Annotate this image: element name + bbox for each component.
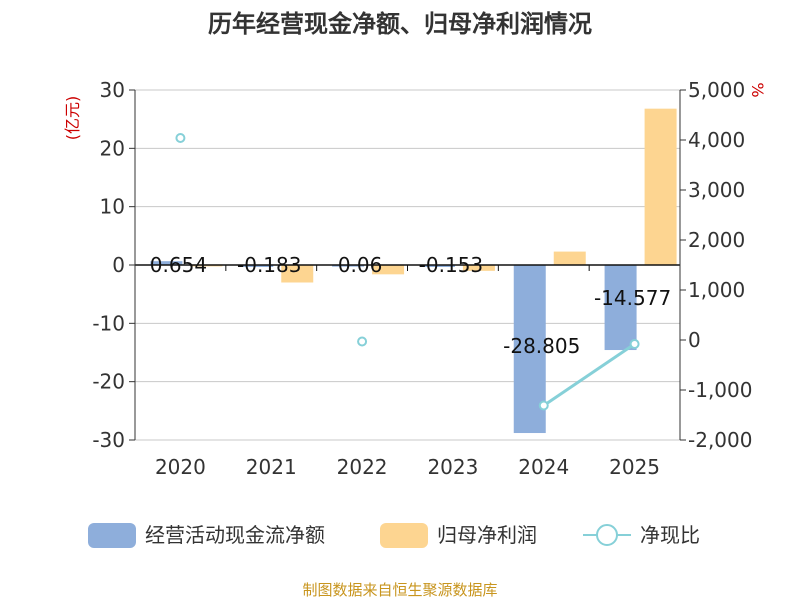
data-label: -14.577 (594, 286, 671, 310)
right-tick-label: 2,000 (688, 228, 745, 252)
ratio-line-segment (542, 342, 636, 407)
left-tick-label: 10 (100, 195, 125, 219)
bar-profit (372, 265, 405, 275)
left-tick-label: 30 (100, 78, 125, 102)
right-tick-label: -1,000 (688, 378, 752, 402)
bar-cashflow (241, 265, 274, 267)
bar-cashflow (422, 265, 455, 267)
bar-cashflow (150, 261, 183, 265)
left-axis: -30 -20 -10 0 10 20 30 (92, 78, 136, 452)
data-label: 0.06 (338, 253, 383, 277)
zero-line (135, 264, 680, 271)
line-series (175, 133, 640, 411)
legend-swatch (380, 523, 428, 548)
chart-title: 历年经营现金净额、归母净利润情况 (208, 10, 592, 38)
x-axis: 2020 2021 2022 2023 2024 2025 (155, 455, 660, 479)
bars (150, 108, 677, 434)
legend-swatch (88, 523, 136, 548)
bar-profit (644, 108, 677, 266)
bar-profit (462, 265, 495, 271)
right-tick-label: 4,000 (688, 128, 745, 152)
data-label: -0.183 (237, 253, 301, 277)
x-tick-label: 2020 (155, 455, 206, 479)
bar-cashflow (604, 265, 637, 351)
x-tick-label: 2021 (246, 455, 297, 479)
right-axis-unit: % (748, 82, 767, 97)
legend-label: 经营活动现金流净额 (145, 523, 325, 547)
right-tick-label: 1,000 (688, 278, 745, 302)
ratio-point (357, 336, 368, 347)
ratio-point (538, 400, 549, 411)
legend-label: 归母净利润 (437, 523, 537, 547)
data-label: -0.153 (419, 253, 483, 277)
legend: 经营活动现金流净额 归母净利润 净现比 (88, 523, 700, 548)
right-tick-label: 3,000 (688, 178, 745, 202)
data-labels: 0.654 -0.183 0.06 -0.153 -28.805 -14.577 (150, 253, 671, 358)
source-note: 制图数据来自恒生聚源数据库 (302, 581, 497, 599)
ratio-point (175, 133, 186, 143)
left-tick-label: -30 (92, 428, 125, 452)
x-tick-label: 2022 (337, 455, 388, 479)
ratio-point (629, 339, 640, 349)
right-tick-label: -2,000 (688, 428, 752, 452)
right-tick-label: 5,000 (688, 78, 745, 102)
left-tick-label: -10 (92, 311, 125, 335)
x-tick-label: 2023 (427, 455, 478, 479)
bar-profit (553, 251, 586, 265)
data-label: 0.654 (150, 253, 207, 277)
right-tick-label: 0 (688, 328, 701, 352)
left-tick-label: 0 (112, 253, 125, 277)
grid (135, 89, 680, 441)
x-tick-label: 2025 (609, 455, 660, 479)
legend-swatch-marker (596, 524, 618, 546)
left-axis-unit: (亿元) (63, 96, 82, 141)
legend-label: 净现比 (640, 523, 700, 547)
x-tick-label: 2024 (518, 455, 569, 479)
left-tick-label: -20 (92, 370, 125, 394)
data-label: -28.805 (503, 334, 580, 358)
right-axis: -2,000 -1,000 0 1,000 2,000 3,000 4,000 5,000 (679, 78, 752, 452)
left-tick-label: 20 (100, 136, 125, 160)
bar-profit (281, 265, 314, 283)
